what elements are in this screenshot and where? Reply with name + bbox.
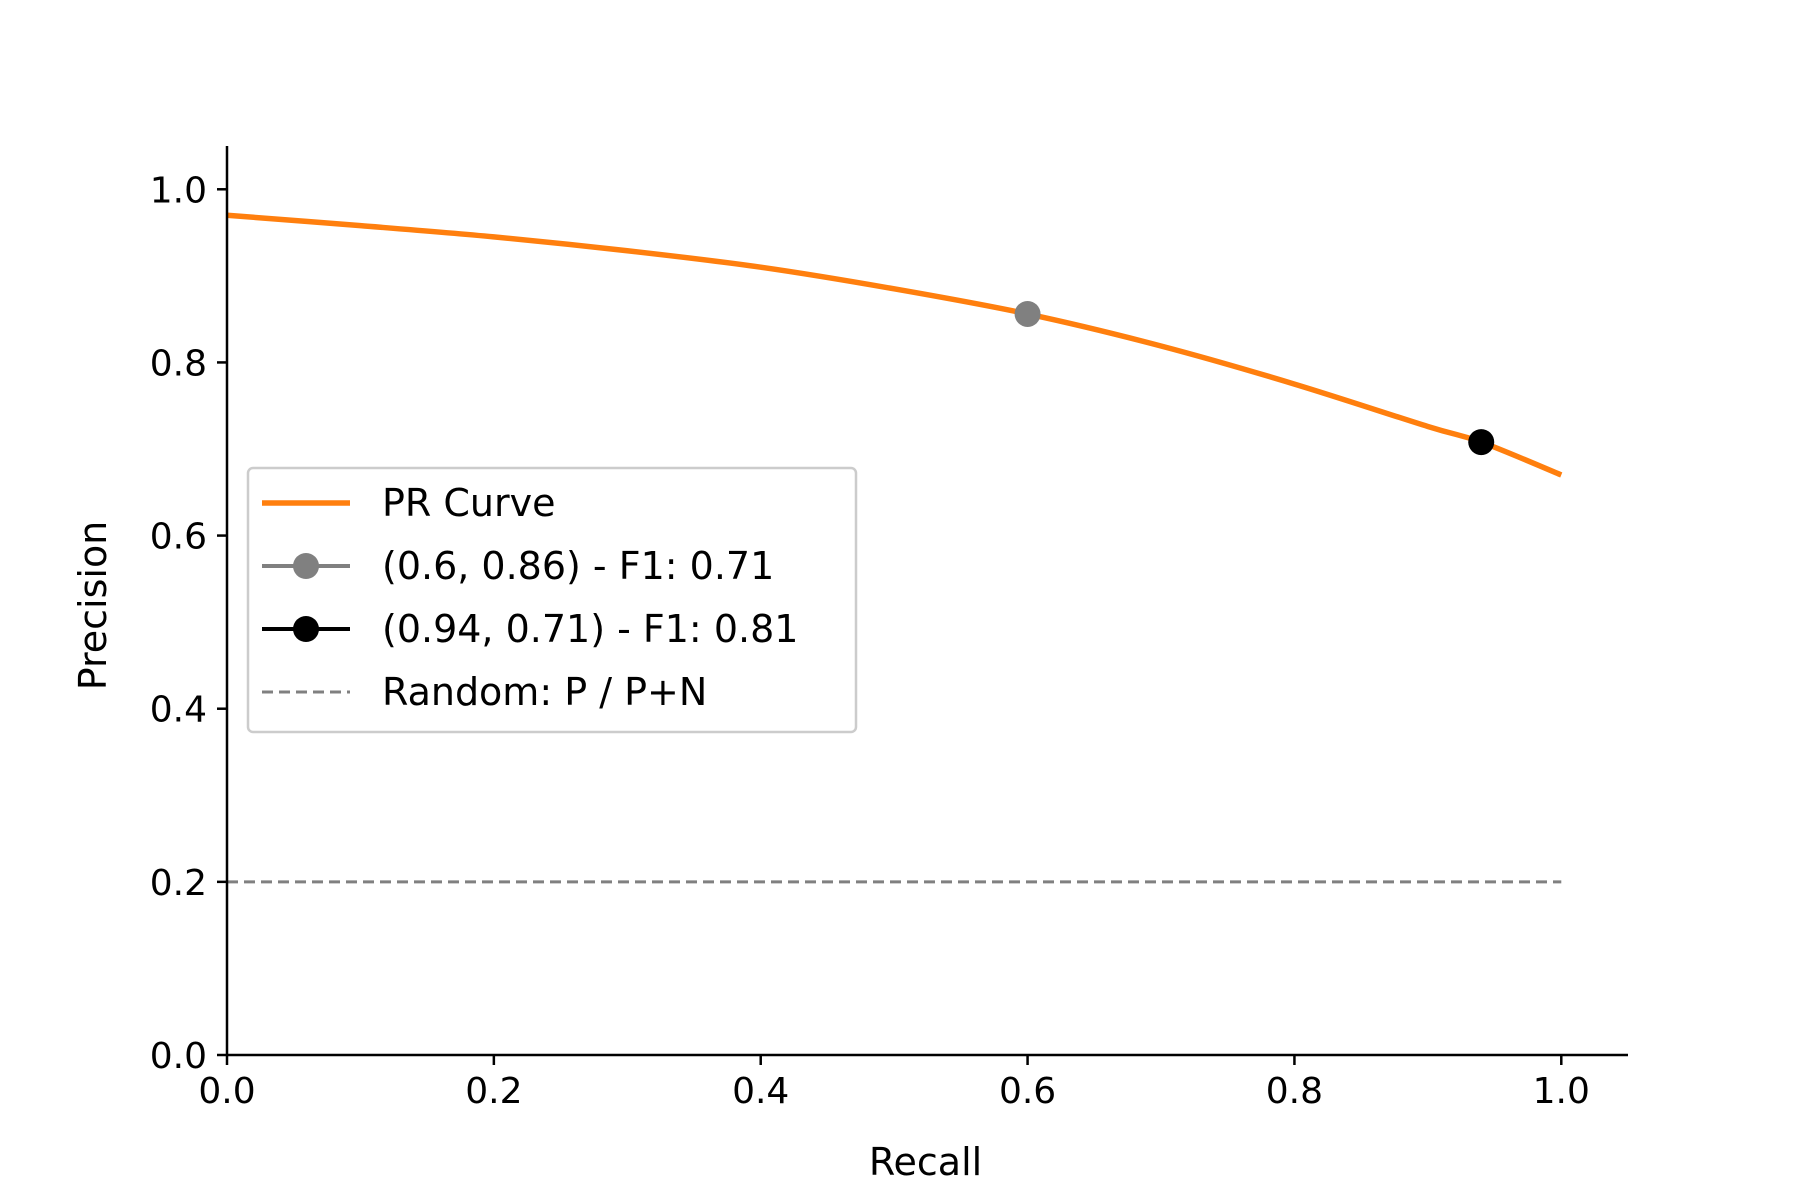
legend-label-3: Random: P / P+N xyxy=(382,670,707,714)
y-tick-label: 0.6 xyxy=(150,517,207,558)
axes: 0.0 0.2 0.4 0.6 0.8 1.0 0.0 0.2 0.4 0.6 0.8 1.0 Reca… xyxy=(71,146,1628,1184)
y-tick-label: 0.8 xyxy=(150,343,207,384)
y-axis-label: Precision xyxy=(71,521,115,691)
x-tick-label: 0.2 xyxy=(465,1071,522,1112)
legend-frame xyxy=(246,466,858,734)
x-tick-label: 0.6 xyxy=(999,1071,1056,1112)
legend-handle-marker-1 xyxy=(293,553,319,579)
pr-curve-line xyxy=(226,212,1563,478)
y-tick-label: 0.0 xyxy=(150,1036,207,1077)
x-tick-label: 0.8 xyxy=(1266,1071,1323,1112)
y-tick-label: 1.0 xyxy=(150,170,207,211)
operating-point-marker-1 xyxy=(1014,300,1041,327)
x-tick-label: 1.0 xyxy=(1533,1071,1590,1112)
legend: PR Curve (0.6, 0.86) - F1: 0.71 (0.94, 0.7… xyxy=(246,466,858,734)
plot-area xyxy=(226,212,1563,884)
legend-label-2: (0.94, 0.71) - F1: 0.81 xyxy=(382,607,798,651)
y-tick-label: 0.2 xyxy=(150,863,207,904)
operating-point-marker-2 xyxy=(1468,429,1495,456)
legend-handle-marker-2 xyxy=(293,616,319,642)
x-tick-label: 0.0 xyxy=(198,1071,255,1112)
legend-label-0: PR Curve xyxy=(382,481,556,525)
y-tick-label: 0.4 xyxy=(150,690,207,731)
x-axis-label: Recall xyxy=(869,1140,982,1184)
x-tick-label: 0.4 xyxy=(732,1071,789,1112)
legend-label-1: (0.6, 0.86) - F1: 0.71 xyxy=(382,544,774,588)
